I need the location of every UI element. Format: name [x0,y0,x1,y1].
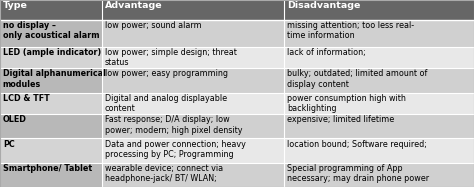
Text: LED (ample indicator): LED (ample indicator) [3,48,101,57]
Bar [102,47,284,68]
Text: Data and power connection; heavy
processing by PC; Programming: Data and power connection; heavy process… [105,140,246,159]
Text: low power; simple design; threat
status: low power; simple design; threat status [105,48,237,67]
Text: Smartphone/ Tablet: Smartphone/ Tablet [3,164,92,173]
Text: low power; sound alarm: low power; sound alarm [105,21,201,30]
Text: power consumption high with
backlighting: power consumption high with backlighting [287,94,406,113]
Bar [0,47,102,68]
Bar [0,20,102,47]
Bar [102,68,284,93]
Bar [284,114,474,138]
Bar [0,163,102,187]
Bar [0,138,102,163]
Text: LCD & TFT: LCD & TFT [3,94,50,103]
Bar [102,138,284,163]
Text: OLED: OLED [3,115,27,124]
Text: bulky; outdated; limited amount of
display content: bulky; outdated; limited amount of displ… [287,69,428,89]
Text: Digital and analog displayable
content: Digital and analog displayable content [105,94,227,113]
Bar [102,93,284,114]
Bar [0,93,102,114]
Text: location bound; Software required;: location bound; Software required; [287,140,427,148]
Bar [102,0,284,20]
Bar [284,163,474,187]
Text: Type: Type [3,1,27,10]
Bar [102,163,284,187]
Text: Advantage: Advantage [105,1,163,10]
Text: lack of information;: lack of information; [287,48,366,57]
Bar [102,114,284,138]
Text: Disadvantage: Disadvantage [287,1,361,10]
Bar [284,0,474,20]
Text: Special programming of App
necessary; may drain phone power: Special programming of App necessary; ma… [287,164,429,183]
Text: PC: PC [3,140,15,148]
Bar [284,20,474,47]
Bar [284,47,474,68]
Text: low power; easy programming: low power; easy programming [105,69,228,78]
Bar [284,93,474,114]
Bar [284,138,474,163]
Text: missing attention; too less real-
time information: missing attention; too less real- time i… [287,21,414,40]
Bar [0,0,102,20]
Bar [0,68,102,93]
Text: wearable device; connect via
headphone-jack/ BT/ WLAN;: wearable device; connect via headphone-j… [105,164,223,183]
Bar [0,114,102,138]
Text: expensive; limited lifetime: expensive; limited lifetime [287,115,394,124]
Bar [284,68,474,93]
Text: Digital alphanumerical
modules: Digital alphanumerical modules [3,69,106,89]
Bar [102,20,284,47]
Text: no display –
only acoustical alarm: no display – only acoustical alarm [3,21,100,40]
Text: Fast response; D/A display; low
power; modern; high pixel density: Fast response; D/A display; low power; m… [105,115,242,135]
